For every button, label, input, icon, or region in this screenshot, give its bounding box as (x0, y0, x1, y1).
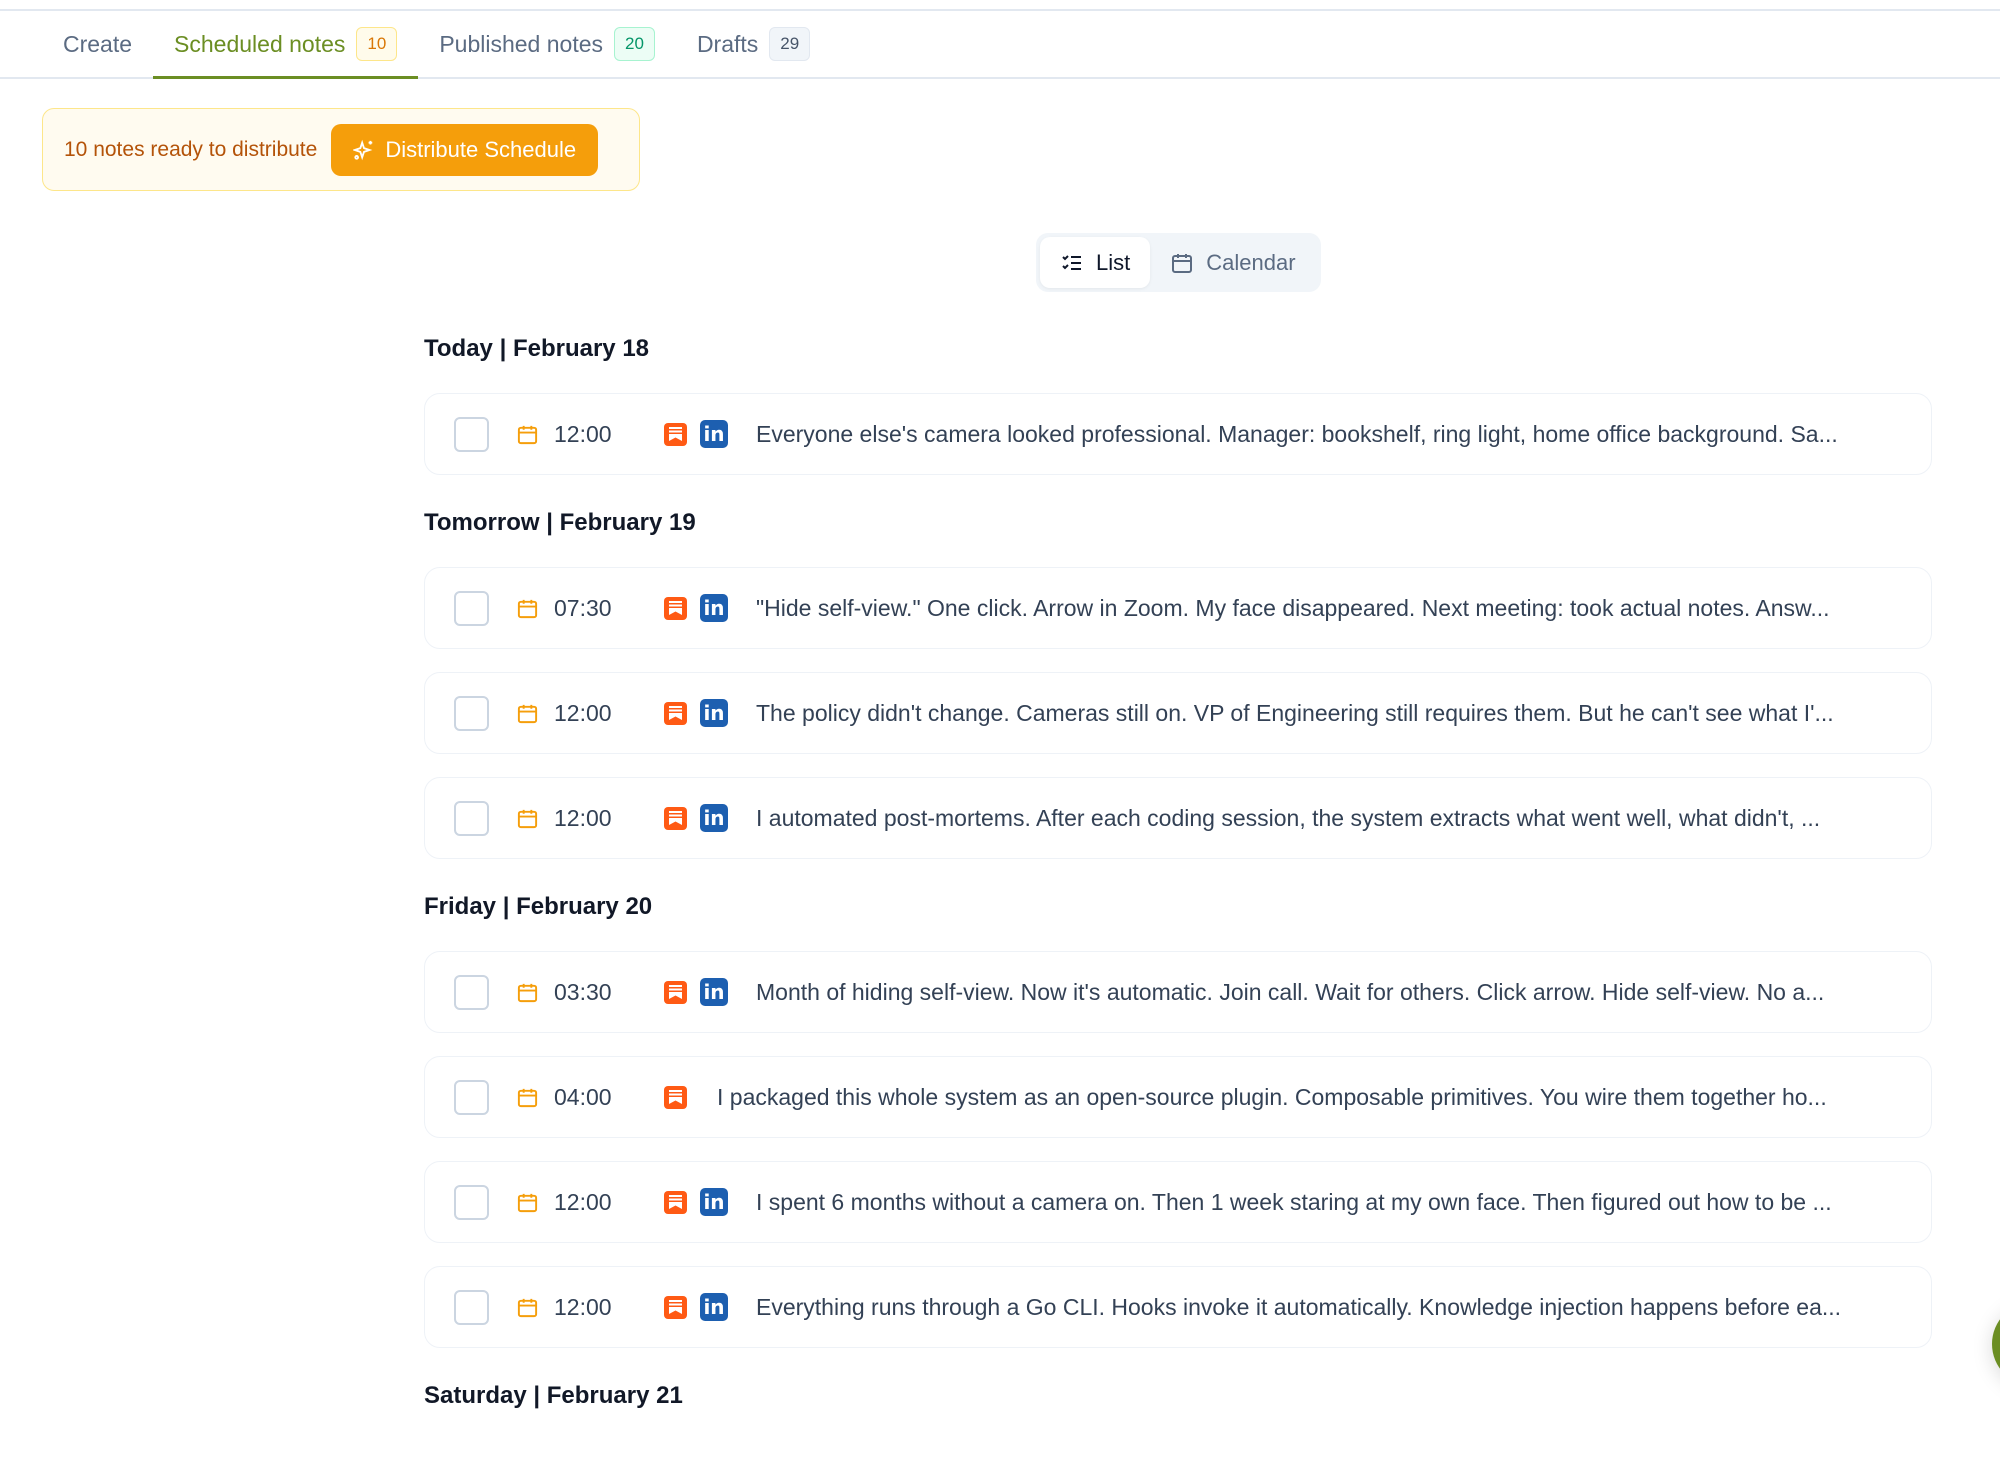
note-row[interactable]: 12:00 in I spent 6 months without a came… (424, 1161, 1932, 1243)
substack-icon (664, 1295, 687, 1319)
calendar-icon (517, 704, 538, 723)
distribute-schedule-label: Distribute Schedule (385, 136, 577, 162)
linkedin-icon: in (700, 1188, 728, 1216)
note-row[interactable]: 12:00 in I automated post-mortems. After… (424, 777, 1932, 859)
distribute-banner: 10 notes ready to distribute Distribute … (42, 108, 640, 191)
calendar-label: Calendar (1206, 249, 1296, 275)
note-checkbox[interactable] (454, 590, 489, 626)
note-preview: I spent 6 months without a camera on. Th… (756, 1188, 1832, 1215)
top-divider (0, 9, 2000, 11)
note-preview: "Hide self-view." One click. Arrow in Zo… (756, 594, 1830, 621)
tab-scheduled-notes[interactable]: Scheduled notes 10 (153, 11, 419, 79)
date-heading: Saturday | February 21 (424, 1382, 683, 1409)
note-preview: I automated post-mortems. After each cod… (756, 804, 1821, 831)
note-checkbox[interactable] (454, 1289, 489, 1325)
note-row[interactable]: 12:00 in The policy didn't change. Camer… (424, 672, 1932, 754)
calendar-view-button[interactable]: Calendar (1150, 237, 1315, 288)
substack-icon (664, 1085, 687, 1109)
note-row[interactable]: 04:00 I packaged this whole system as an… (424, 1056, 1932, 1138)
substack-icon (664, 701, 687, 725)
view-toggle: List Calendar (1036, 233, 1321, 292)
date-heading: Friday | February 20 (424, 893, 653, 920)
scheduled-notes-list: Today | February 18 12:00 in Everyone el… (424, 331, 1932, 1444)
list-check-icon (1062, 254, 1081, 270)
note-time: 04:00 (554, 1083, 612, 1110)
linkedin-icon: in (700, 1293, 728, 1321)
sparkles-icon (353, 139, 373, 160)
note-preview: I packaged this whole system as an open-… (717, 1083, 1827, 1110)
date-group: Saturday | February 21 (424, 1378, 1932, 1414)
linkedin-icon: in (700, 420, 728, 448)
linkedin-icon: in (700, 594, 728, 622)
note-checkbox[interactable] (454, 1184, 489, 1220)
calendar-icon (517, 425, 538, 444)
note-preview: Month of hiding self-view. Now it's auto… (756, 978, 1825, 1005)
note-preview: The policy didn't change. Cameras still … (756, 699, 1834, 726)
note-row[interactable]: 03:30 in Month of hiding self-view. Now … (424, 951, 1932, 1033)
tab-bar: Create Scheduled notes 10 Published notes 20… (0, 11, 2000, 79)
calendar-icon (517, 983, 538, 1002)
note-checkbox[interactable] (454, 974, 489, 1010)
substack-icon (664, 596, 687, 620)
note-preview: Everything runs through a Go CLI. Hooks … (756, 1293, 1842, 1320)
calendar-icon (517, 1193, 538, 1212)
date-group: Today | February 18 12:00 in Everyone el… (424, 331, 1932, 475)
calendar-icon (517, 1298, 538, 1317)
substack-icon (664, 806, 687, 830)
date-group: Tomorrow | February 19 07:30 in "Hide se… (424, 505, 1932, 859)
calendar-icon (517, 1088, 538, 1107)
count-badge: 10 (356, 27, 398, 61)
tab-label: Create (63, 30, 133, 57)
note-row[interactable]: 12:00 in Everything runs through a Go CL… (424, 1266, 1932, 1348)
note-time: 12:00 (554, 1293, 612, 1320)
calendar-icon (517, 599, 538, 618)
floating-action-button[interactable] (1992, 1302, 2000, 1386)
substack-icon (664, 980, 687, 1004)
list-label: List (1096, 249, 1131, 275)
note-checkbox[interactable] (454, 416, 489, 452)
note-checkbox[interactable] (454, 695, 489, 731)
linkedin-icon: in (700, 699, 728, 727)
note-time: 03:30 (554, 978, 612, 1005)
tab-label: Published notes (439, 30, 604, 57)
date-group: Friday | February 20 03:30 in Month of h… (424, 889, 1932, 1348)
count-badge: 29 (769, 27, 811, 61)
banner-text: 10 notes ready to distribute (64, 137, 318, 161)
tab-published-notes[interactable]: Published notes 20 (418, 11, 676, 77)
date-heading: Tomorrow | February 19 (424, 509, 696, 536)
linkedin-icon: in (700, 978, 728, 1006)
count-badge: 20 (614, 27, 655, 61)
list-view-button[interactable]: List (1040, 237, 1151, 288)
tab-drafts[interactable]: Drafts 29 (676, 11, 831, 77)
tab-label: Scheduled notes (174, 30, 346, 57)
linkedin-icon: in (700, 804, 728, 832)
note-time: 07:30 (554, 594, 612, 621)
note-row[interactable]: 07:30 in "Hide self-view." One click. Ar… (424, 567, 1932, 649)
note-checkbox[interactable] (454, 1079, 489, 1115)
note-time: 12:00 (554, 420, 612, 447)
tab-label: Drafts (696, 30, 759, 57)
substack-icon (664, 422, 687, 446)
note-time: 12:00 (554, 1188, 612, 1215)
calendar-icon (517, 809, 538, 828)
tab-create[interactable]: Create (42, 11, 153, 77)
calendar-icon (1172, 253, 1193, 273)
note-time: 12:00 (554, 699, 612, 726)
note-preview: Everyone else's camera looked profession… (756, 420, 1838, 447)
note-checkbox[interactable] (454, 800, 489, 836)
substack-icon (664, 1190, 687, 1214)
note-time: 12:00 (554, 804, 612, 831)
note-row[interactable]: 12:00 in Everyone else's camera looked p… (424, 393, 1932, 475)
date-heading: Today | February 18 (424, 335, 650, 362)
distribute-schedule-button[interactable]: Distribute Schedule (331, 123, 599, 176)
